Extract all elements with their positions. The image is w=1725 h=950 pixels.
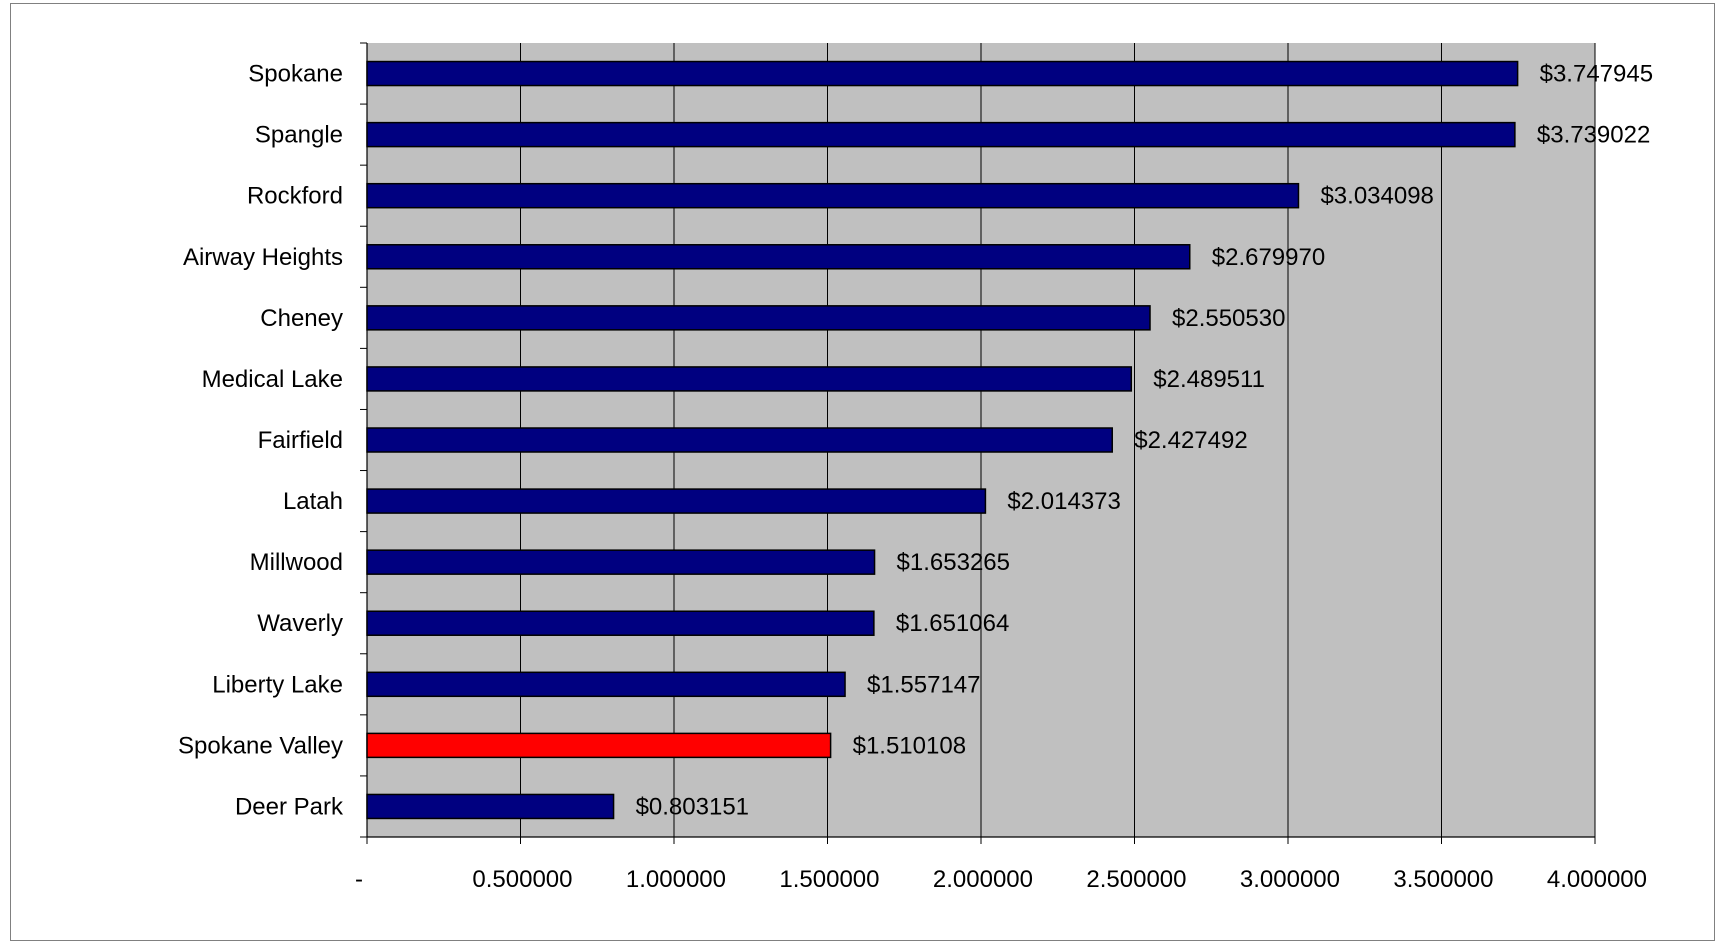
bar-cheney [366, 305, 1151, 331]
x-tick-label: 2.000000 [933, 866, 1033, 893]
bar-spokane [366, 60, 1519, 87]
x-tick-label: 1.500000 [779, 866, 879, 893]
data-label: $2.014373 [1007, 488, 1120, 515]
category-label: Spokane Valley [178, 732, 343, 759]
x-tick-label: 3.500000 [1393, 866, 1493, 893]
category-label: Fairfield [258, 427, 343, 454]
bar-millwood [366, 549, 876, 575]
category-label: Spangle [255, 122, 343, 149]
x-tick-label: 3.000000 [1240, 866, 1340, 893]
category-label: Latah [283, 488, 343, 515]
bar-fairfield [366, 427, 1113, 453]
bar-spokane-valley [366, 732, 832, 759]
category-label: Medical Lake [202, 366, 343, 393]
data-label: $2.427492 [1134, 427, 1247, 454]
category-label: Cheney [260, 305, 343, 332]
x-tick-label: 4.000000 [1547, 866, 1647, 893]
data-label: $2.489511 [1153, 366, 1265, 393]
bar-latah [366, 488, 987, 514]
data-label: $1.510108 [853, 732, 966, 759]
category-label: Deer Park [235, 793, 344, 820]
data-label: $2.679970 [1212, 244, 1325, 271]
data-label: $1.653265 [897, 549, 1010, 576]
bar-rockford [366, 182, 1300, 209]
category-label: Waverly [257, 610, 343, 637]
data-label: $0.803151 [636, 793, 749, 820]
data-label: $3.747945 [1540, 61, 1653, 88]
category-label: Rockford [247, 183, 343, 210]
x-tick-label: - [355, 866, 363, 893]
category-label: Millwood [250, 549, 343, 576]
bar-deer-park [366, 793, 615, 820]
data-label: $3.739022 [1537, 122, 1650, 149]
bar-spangle [366, 121, 1516, 148]
bar-waverly [366, 610, 875, 636]
data-label: $1.651064 [896, 610, 1009, 637]
x-tick-label: 1.000000 [626, 866, 726, 893]
data-label: $1.557147 [867, 671, 980, 698]
bar-medical-lake [366, 366, 1133, 392]
category-label: Liberty Lake [212, 671, 343, 698]
category-label: Spokane [248, 61, 343, 88]
data-label: $2.550530 [1172, 305, 1285, 332]
data-label: $3.034098 [1320, 183, 1433, 210]
bar-airway-heights [366, 244, 1191, 270]
x-tick-label: 2.500000 [1086, 866, 1186, 893]
category-label: Airway Heights [183, 244, 343, 271]
x-tick-label: 0.500000 [472, 866, 572, 893]
bar-liberty-lake [366, 671, 846, 698]
